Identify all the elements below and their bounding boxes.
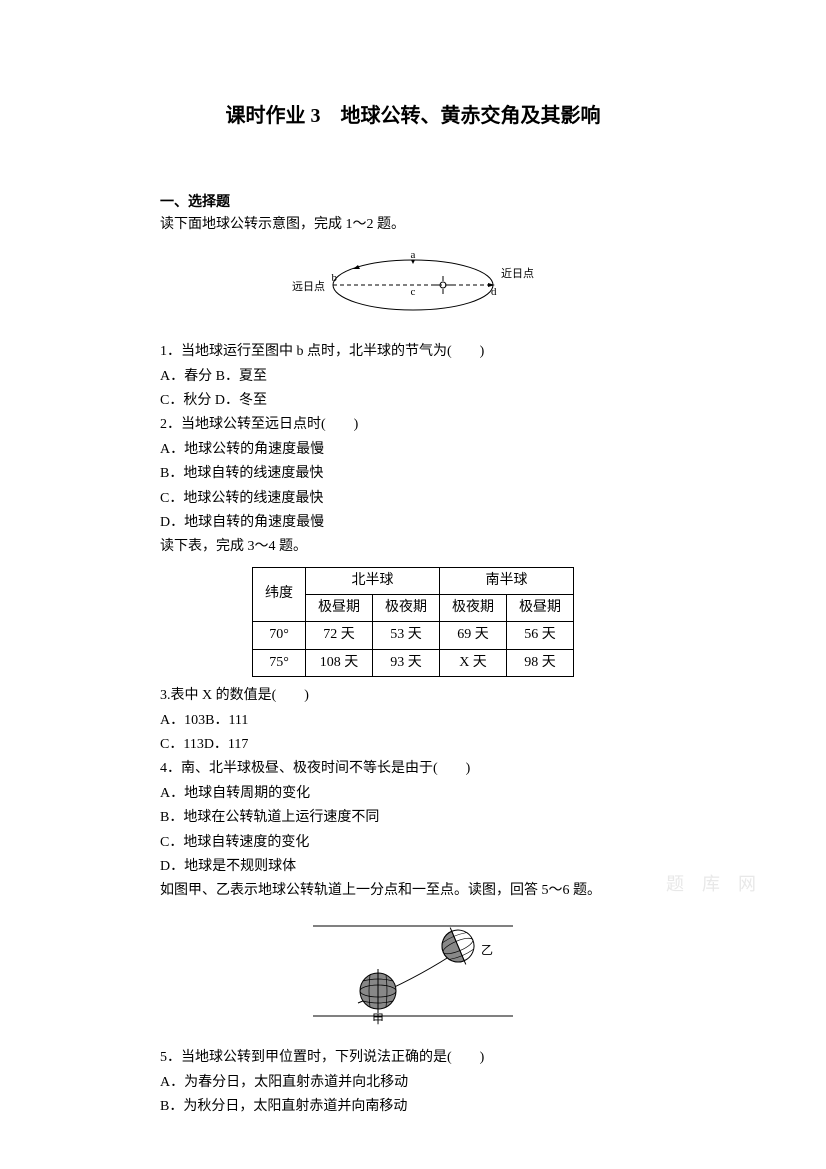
fig2-label-jia: 甲: [372, 1012, 384, 1026]
th-south-day: 极昼期: [507, 595, 574, 622]
q4-option-d: D．地球是不规则球体: [160, 856, 666, 878]
cell: 93 天: [373, 649, 440, 676]
cell: X 天: [440, 649, 507, 676]
latitude-table: 纬度 北半球 南半球 极昼期 极夜期 极夜期 极昼期 70° 72 天 53 天…: [252, 567, 574, 678]
cell-lat: 75°: [253, 649, 306, 676]
th-south: 南半球: [440, 567, 574, 594]
fig1-label-c: c: [411, 286, 416, 298]
fig1-label-d: d: [491, 286, 497, 298]
instruction-3: 如图甲、乙表示地球公转轨道上一分点和一至点。读图，回答 5～6 题。: [160, 880, 666, 902]
fig2-label-yi: 乙: [481, 943, 493, 957]
fig1-label-b: b: [332, 272, 338, 284]
q2-option-a: A．地球公转的角速度最慢: [160, 439, 666, 461]
question-1: 1．当地球运行至图中 b 点时，北半球的节气为( ): [160, 341, 666, 363]
question-5: 5．当地球公转到甲位置时，下列说法正确的是( ): [160, 1047, 666, 1069]
q4-option-a: A．地球自转周期的变化: [160, 783, 666, 805]
q2-option-c: C．地球公转的线速度最快: [160, 488, 666, 510]
cell: 56 天: [507, 622, 574, 649]
th-north-night: 极夜期: [373, 595, 440, 622]
table-row: 70° 72 天 53 天 69 天 56 天: [253, 622, 574, 649]
q2-option-d: D．地球自转的角速度最慢: [160, 512, 666, 534]
question-2: 2．当地球公转至远日点时( ): [160, 414, 666, 436]
page-title: 课时作业 3 地球公转、黄赤交角及其影响: [160, 100, 666, 132]
cell: 108 天: [306, 649, 373, 676]
fig1-label-near: 近日点: [501, 267, 534, 280]
figure-1: a b c d 远日点 近日点: [160, 245, 666, 333]
figure-2: 甲 乙: [160, 911, 666, 1039]
section-header: 一、选择题: [160, 192, 666, 214]
table-row: 75° 108 天 93 天 X 天 98 天: [253, 649, 574, 676]
fig1-label-a: a: [411, 249, 416, 261]
instruction-1: 读下面地球公转示意图，完成 1～2 题。: [160, 214, 666, 236]
q3-option-cd: C．113D．117: [160, 734, 666, 756]
q4-option-b: B．地球在公转轨道上运行速度不同: [160, 807, 666, 829]
th-north: 北半球: [306, 567, 440, 594]
q3-option-ab: A．103B．111: [160, 710, 666, 732]
instruction-2: 读下表，完成 3～4 题。: [160, 536, 666, 558]
th-north-day: 极昼期: [306, 595, 373, 622]
q5-option-a: A．为春分日，太阳直射赤道并向北移动: [160, 1072, 666, 1094]
question-3: 3.表中 X 的数值是( ): [160, 685, 666, 707]
watermark: 题 库 网: [666, 870, 756, 899]
th-south-night: 极夜期: [440, 595, 507, 622]
q4-option-c: C．地球自转速度的变化: [160, 832, 666, 854]
cell: 53 天: [373, 622, 440, 649]
fig1-label-far: 远日点: [292, 280, 325, 293]
cell: 72 天: [306, 622, 373, 649]
cell-lat: 70°: [253, 622, 306, 649]
cell: 69 天: [440, 622, 507, 649]
q1-option-cd: C．秋分 D．冬至: [160, 390, 666, 412]
q5-option-b: B．为秋分日，太阳直射赤道并向南移动: [160, 1096, 666, 1118]
q1-option-ab: A．春分 B．夏至: [160, 366, 666, 388]
cell: 98 天: [507, 649, 574, 676]
q2-option-b: B．地球自转的线速度最快: [160, 463, 666, 485]
th-lat: 纬度: [253, 567, 306, 622]
question-4: 4．南、北半球极昼、极夜时间不等长是由于( ): [160, 758, 666, 780]
